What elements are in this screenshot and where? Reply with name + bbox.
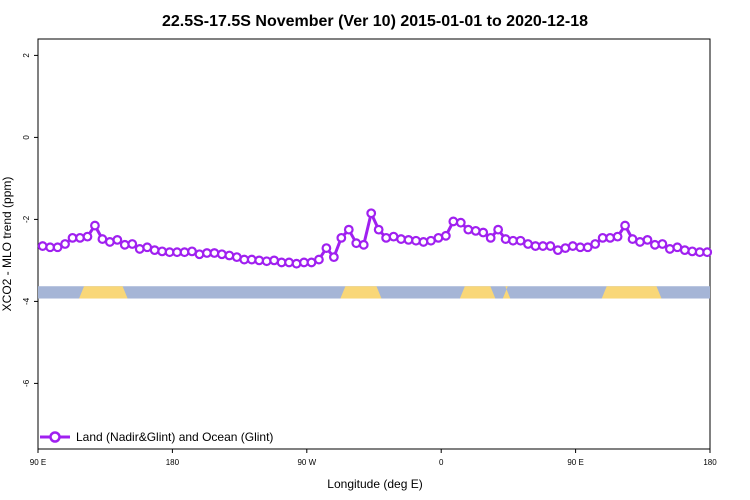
data-point <box>515 235 526 246</box>
x-axis: 90 E 180 90 W 0 90 E 180 <box>30 449 717 467</box>
data-point <box>612 231 623 242</box>
plot-frame <box>37 38 711 450</box>
data-point <box>448 216 459 227</box>
data-point <box>642 234 653 245</box>
y-tick-label: 2 <box>22 53 31 58</box>
data-point <box>284 257 294 268</box>
data-point <box>328 252 339 263</box>
land-band-segment <box>502 286 511 299</box>
land-band-segment <box>459 286 496 299</box>
data-point <box>112 234 123 245</box>
data-point <box>590 239 601 249</box>
y-axis-label: XCO2 - MLO trend (ppm) <box>0 177 14 312</box>
x-tick-label: 90 E <box>567 458 583 467</box>
chart-title: 22.5S-17.5S November (Ver 10) 2015-01-01… <box>162 13 588 30</box>
legend-label: Land (Nadir&Glint) and Ocean (Glint) <box>76 430 273 444</box>
data-point <box>149 245 160 256</box>
x-tick-label: 0 <box>439 458 444 467</box>
data-point <box>314 254 324 265</box>
data-point <box>418 237 429 247</box>
surface-band <box>38 286 710 299</box>
data-point <box>470 225 481 236</box>
data-point <box>291 258 302 269</box>
data-point <box>37 241 48 251</box>
data-point <box>440 230 451 241</box>
data-series <box>37 208 713 269</box>
data-point <box>463 224 474 235</box>
data-point <box>478 227 489 238</box>
data-point <box>620 220 630 231</box>
data-point <box>605 232 616 243</box>
y-tick-label: -2 <box>22 215 31 223</box>
data-point <box>567 241 578 251</box>
data-point <box>52 242 63 253</box>
data-point <box>351 238 362 249</box>
x-tick-label: 180 <box>703 458 717 467</box>
data-point <box>657 239 668 249</box>
data-point <box>485 232 496 243</box>
data-point <box>75 232 85 243</box>
land-band-segment <box>601 286 662 299</box>
y-tick-label: -4 <box>22 297 31 305</box>
x-tick-label: 90 E <box>30 458 46 467</box>
land-band-segment <box>340 286 382 299</box>
data-point <box>321 243 332 254</box>
data-point <box>373 224 384 235</box>
data-point <box>224 250 235 261</box>
data-point <box>90 220 100 231</box>
land-band-segment <box>79 286 128 299</box>
data-point <box>702 247 713 258</box>
data-point <box>381 232 392 243</box>
x-tick-label: 180 <box>166 458 180 467</box>
data-point <box>679 245 690 256</box>
legend-marker <box>49 431 61 443</box>
data-point <box>500 234 511 244</box>
data-point <box>664 244 675 254</box>
legend: Land (Nadir&Glint) and Ocean (Glint) <box>40 430 273 444</box>
x-axis-label: Longitude (deg E) <box>327 477 422 491</box>
data-point <box>134 244 145 254</box>
data-point <box>545 241 556 251</box>
data-point <box>358 239 369 250</box>
data-point <box>366 208 377 219</box>
data-point <box>194 249 205 260</box>
data-point <box>411 235 421 246</box>
data-point <box>343 224 354 235</box>
data-point <box>60 239 70 249</box>
x-tick-label: 90 W <box>297 458 316 467</box>
data-point <box>493 224 504 235</box>
data-point <box>127 239 138 249</box>
y-axis: 2 0 -2 -4 -6 <box>22 53 38 387</box>
data-point <box>209 248 220 258</box>
y-tick-label: 0 <box>22 135 31 140</box>
data-point <box>216 249 227 260</box>
data-point <box>336 232 347 243</box>
data-point <box>582 242 593 253</box>
y-tick-label: -6 <box>22 379 31 387</box>
data-point <box>455 217 466 228</box>
data-point <box>82 231 93 242</box>
